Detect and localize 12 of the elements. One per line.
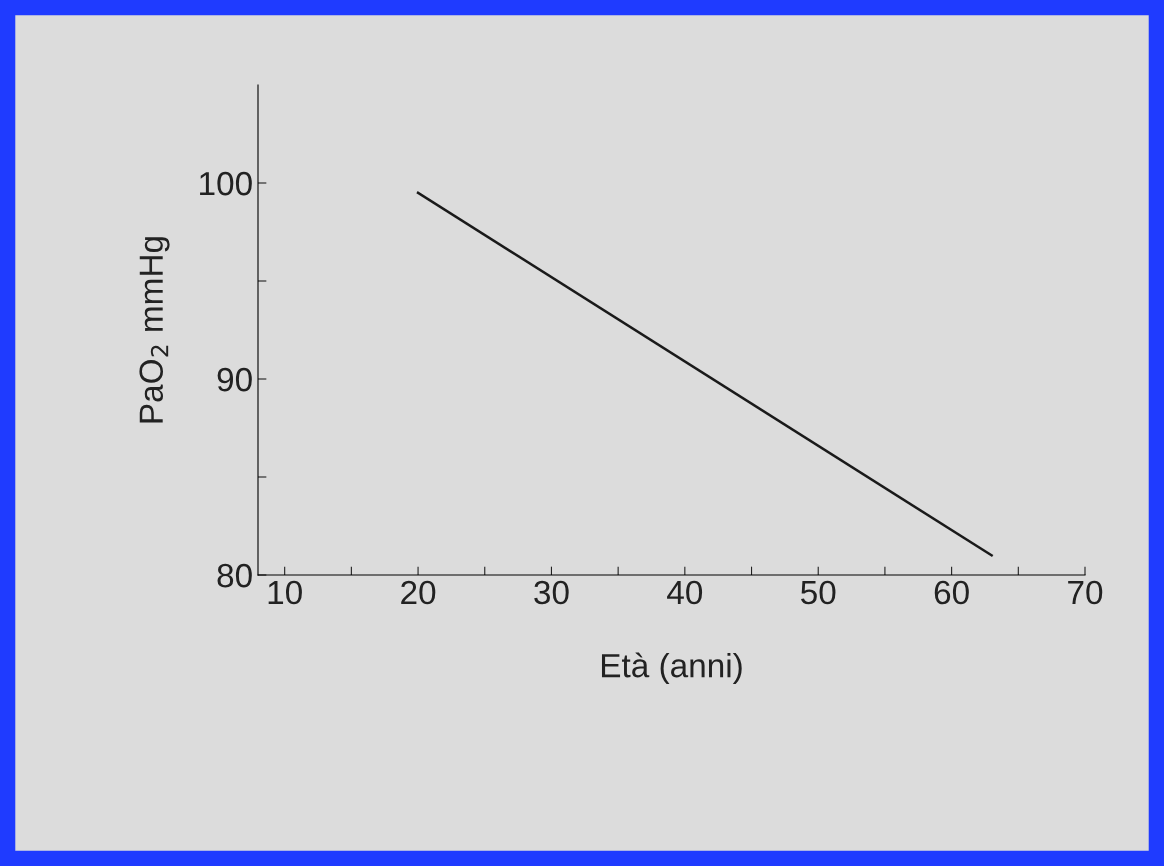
x-tick-label: 70 bbox=[1068, 580, 1103, 605]
y-tick-label: 80 bbox=[217, 563, 252, 588]
y-tick-label: 100 bbox=[200, 171, 252, 196]
y-tick-label: 90 bbox=[217, 367, 252, 392]
x-tick-label: 30 bbox=[534, 580, 569, 605]
x-axis-title: Età (anni) bbox=[601, 652, 742, 685]
x-tick-label: 40 bbox=[667, 580, 703, 605]
x-tick-label: 60 bbox=[934, 580, 969, 605]
x-tick-label: 20 bbox=[401, 580, 436, 605]
x-tick-label: 50 bbox=[801, 580, 836, 605]
y-axis-title: PaO$_{2}$ mmHg bbox=[139, 237, 170, 423]
x-tick-label: 10 bbox=[268, 580, 302, 605]
